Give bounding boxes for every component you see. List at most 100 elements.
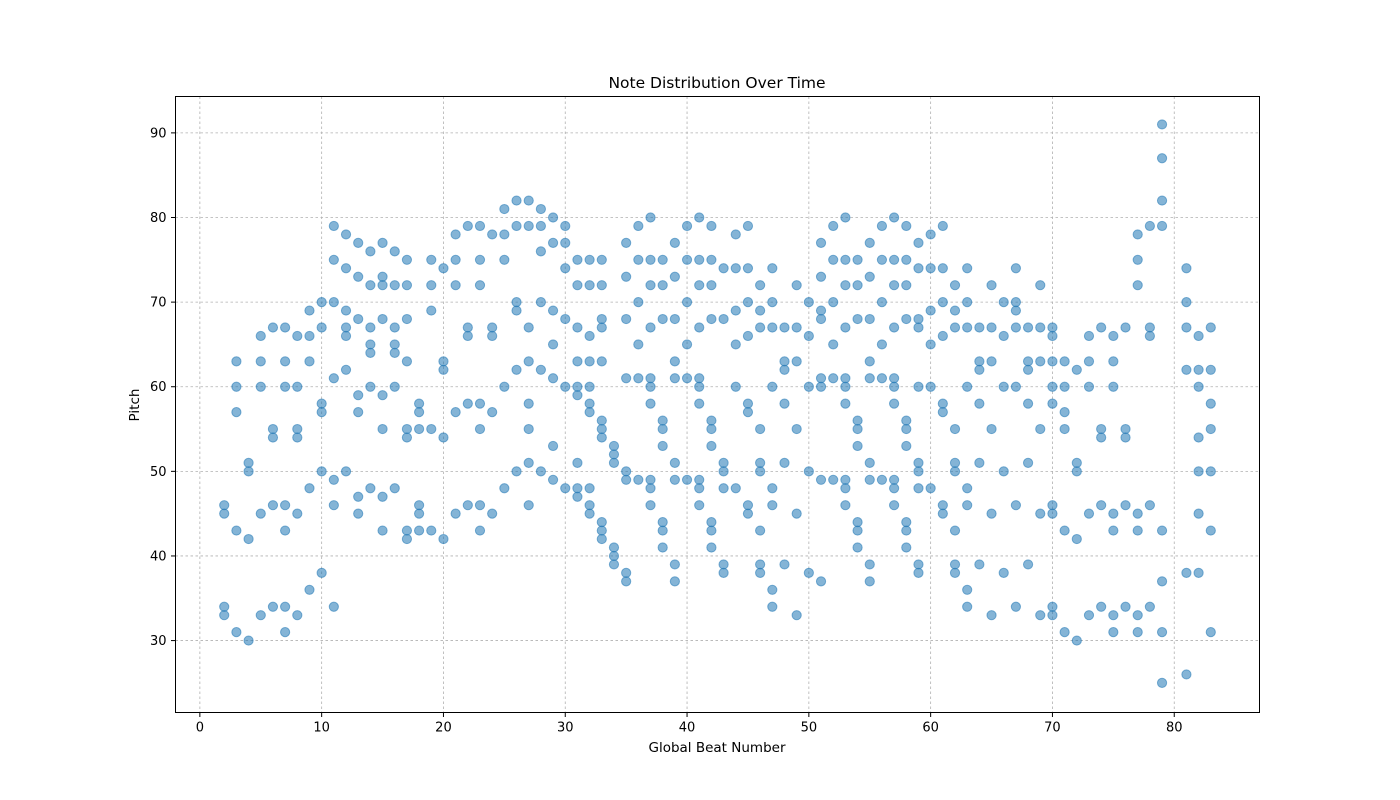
scatter-point (937, 500, 948, 511)
scatter-point (292, 330, 303, 342)
scatter-point (706, 220, 717, 232)
scatter-point (962, 297, 973, 308)
scatter-point (669, 474, 680, 485)
scatter-point (365, 246, 376, 257)
scatter-point (377, 423, 388, 435)
scatter-point (438, 533, 449, 545)
scatter-point (767, 381, 778, 392)
scatter-point (1010, 381, 1022, 392)
scatter-point (621, 576, 632, 587)
scatter-point (755, 567, 766, 578)
scatter-point (1181, 364, 1192, 375)
scatter-point (572, 254, 583, 265)
scatter-point (669, 576, 680, 587)
scatter-point (426, 254, 437, 265)
scatter-point (353, 508, 364, 519)
scatter-point (1059, 525, 1070, 536)
scatter-point (974, 322, 985, 333)
scatter-point (901, 254, 912, 265)
scatter-point (426, 423, 437, 435)
scatter-point (487, 508, 498, 519)
scatter-point (986, 356, 997, 367)
scatter-point (1132, 254, 1143, 265)
scatter-point (219, 500, 230, 511)
scatter-point (535, 203, 546, 215)
scatter-point (1071, 635, 1082, 646)
scatter-point (633, 297, 644, 308)
scatter-point (633, 220, 644, 232)
scatter-point (280, 525, 291, 536)
scatter-point (316, 322, 327, 333)
scatter-point (621, 313, 632, 325)
scatter-point (974, 398, 985, 409)
scatter-point (998, 466, 1009, 477)
scatter-point (1132, 525, 1143, 536)
scatter-point (621, 237, 632, 248)
scatter-point (767, 322, 778, 333)
scatter-point (767, 601, 778, 612)
scatter-point (657, 313, 668, 325)
scatter-point (962, 500, 973, 511)
scatter-point (450, 280, 461, 291)
scatter-point (852, 517, 863, 528)
scatter-point (243, 466, 254, 477)
scatter-point (876, 297, 888, 308)
scatter-point (389, 322, 400, 333)
scatter-point (280, 627, 291, 638)
scatter-point (949, 322, 961, 333)
scatter-point (1010, 500, 1022, 511)
scatter-point (584, 330, 595, 342)
scatter-point (706, 542, 717, 553)
scatter-point (962, 381, 973, 392)
scatter-point (535, 364, 546, 375)
scatter-point (353, 390, 364, 401)
scatter-point (292, 610, 303, 621)
scatter-point (584, 508, 595, 519)
scatter-point (426, 525, 437, 536)
scatter-point (694, 483, 705, 494)
scatter-point (365, 280, 376, 291)
scatter-point (584, 356, 595, 367)
x-tick-label: 40 (679, 721, 696, 736)
scatter-point (572, 356, 583, 367)
scatter-point (998, 330, 1009, 342)
scatter-point (401, 313, 413, 325)
scatter-point (1047, 381, 1058, 392)
scatter-point (547, 339, 559, 350)
scatter-point (1181, 263, 1192, 274)
scatter-point (767, 263, 778, 274)
scatter-point (694, 474, 705, 485)
scatter-point (1022, 322, 1034, 333)
scatter-point (1047, 508, 1058, 519)
scatter-point (876, 339, 888, 350)
y-axis: 30 40 50 60 70 80 90 (150, 126, 176, 649)
scatter-point (280, 356, 291, 367)
scatter-point (547, 373, 559, 384)
scatter-point (755, 466, 766, 477)
scatter-point (645, 474, 656, 485)
x-tick-label: 80 (1166, 721, 1183, 736)
scatter-point (280, 601, 291, 612)
scatter-point (414, 423, 425, 435)
scatter-point (523, 423, 534, 435)
scatter-point (1108, 610, 1119, 621)
scatter-point (499, 381, 510, 392)
scatter-point (742, 407, 754, 418)
scatter-point (828, 474, 839, 485)
scatter-point (328, 254, 339, 265)
scatter-point (840, 381, 851, 392)
scatter-point (487, 322, 498, 333)
scatter-point (365, 339, 376, 350)
scatter-point (1096, 432, 1107, 443)
scatter-point (1108, 356, 1119, 367)
scatter-point (1071, 533, 1082, 545)
scatter-point (840, 212, 851, 223)
scatter-point (1205, 627, 1216, 638)
scatter-point (645, 398, 656, 409)
scatter-point (304, 330, 315, 342)
scatter-point (499, 203, 510, 215)
scatter-point (426, 305, 437, 316)
scatter-point (742, 330, 754, 342)
scatter-point (621, 474, 632, 485)
scatter-point (791, 322, 802, 333)
